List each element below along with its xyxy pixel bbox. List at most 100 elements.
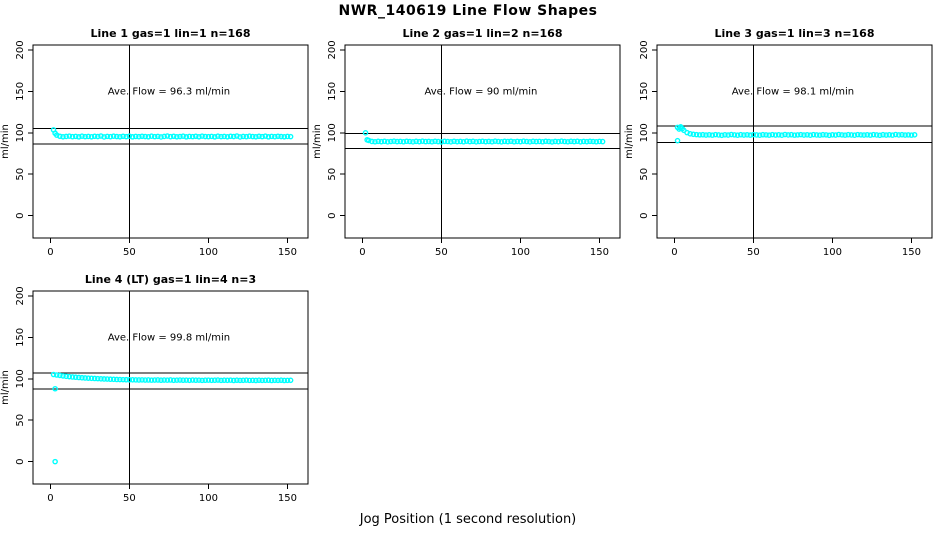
y-tick-label: 200 [327, 40, 338, 59]
data-point [892, 131, 899, 138]
data-point [435, 138, 442, 145]
data-point [489, 138, 495, 145]
x-tick-label: 50 [123, 247, 136, 258]
data-point [174, 133, 180, 140]
data-point [281, 133, 288, 140]
data-point [202, 133, 209, 140]
data-point [542, 138, 549, 145]
data-point [278, 377, 284, 384]
data-point [763, 132, 769, 138]
data-point [410, 139, 416, 145]
data-point [820, 131, 826, 138]
data-point [174, 377, 180, 383]
data-point [170, 133, 177, 140]
data-points [50, 371, 294, 465]
data-point [706, 131, 712, 138]
data-point [101, 134, 107, 140]
data-point [272, 133, 278, 140]
data-point [441, 138, 448, 145]
y-tick-label: 200 [15, 286, 26, 305]
y-tick-label: 50 [327, 168, 338, 181]
data-point [104, 376, 111, 382]
data-point [741, 132, 747, 138]
data-point [66, 133, 73, 139]
data-point [284, 377, 291, 384]
data-point [275, 377, 281, 384]
data-point [224, 377, 231, 384]
data-point [397, 138, 404, 145]
data-point [492, 138, 498, 144]
data-point [584, 138, 590, 145]
data-point [113, 376, 120, 383]
data-point [816, 132, 823, 138]
data-point [679, 125, 686, 132]
data-point [230, 133, 237, 140]
data-point [700, 131, 706, 138]
data-point [151, 377, 158, 383]
x-tick-label: 150 [902, 247, 921, 258]
data-point [552, 138, 559, 145]
x-tick-label: 0 [47, 493, 53, 504]
y-tick-label: 200 [15, 40, 26, 59]
data-point [52, 130, 58, 137]
data-point [262, 377, 269, 384]
data-points [674, 124, 918, 144]
data-point [779, 132, 785, 139]
x-tick-label: 50 [435, 247, 448, 258]
x-tick-label: 50 [123, 493, 136, 504]
data-point [53, 372, 60, 378]
data-point [72, 133, 79, 140]
data-point [911, 131, 918, 138]
data-point [151, 133, 158, 140]
data-point [82, 133, 88, 140]
data-point [801, 132, 807, 138]
x-tick-label: 150 [590, 247, 609, 258]
data-point [107, 133, 114, 140]
data-point [240, 133, 247, 140]
data-point [416, 138, 423, 145]
data-point [170, 377, 177, 384]
data-point [448, 139, 454, 145]
data-point [192, 377, 199, 384]
subplot-line-3: Line 3 gas=1 lin=3 n=168 0 50 100 150 0 50 100 1… [624, 27, 933, 258]
data-point [364, 137, 370, 143]
data-point [908, 132, 915, 138]
data-point [230, 377, 237, 384]
data-point [148, 377, 155, 383]
data-point [482, 138, 489, 145]
subplot-title: Line 4 (LT) gas=1 lin=4 n=3 [85, 273, 256, 286]
data-point [391, 138, 397, 144]
subplot-grid: Line 1 gas=1 lin=1 n=168 0 50 100 150 0 50 100 1… [0, 26, 936, 518]
data-point [205, 133, 212, 140]
data-point [823, 132, 829, 138]
data-point [527, 139, 533, 145]
data-point [756, 132, 763, 139]
main-title: NWR_140619 Line Flow Shapes [338, 3, 598, 19]
data-point [167, 133, 174, 140]
data-point [155, 133, 161, 140]
data-point [804, 131, 810, 138]
data-point [511, 138, 517, 145]
y-tick-label: 100 [327, 123, 338, 142]
data-point [593, 138, 600, 145]
y-axis-label: ml/min [0, 370, 11, 405]
data-point [139, 377, 145, 383]
data-point [775, 131, 782, 138]
data-point [76, 374, 82, 381]
data-point [810, 131, 817, 138]
subplot-line-4: Line 4 (LT) gas=1 lin=4 n=3 0 50 100 150 0 50 1… [0, 273, 309, 504]
data-point [403, 138, 410, 145]
data-point [120, 133, 126, 140]
data-point [861, 132, 867, 138]
data-point [388, 138, 394, 145]
data-point [394, 138, 400, 145]
data-point [227, 133, 234, 140]
data-point [243, 377, 250, 383]
data-point [829, 131, 836, 138]
data-point [558, 138, 565, 144]
data-point [91, 133, 98, 140]
data-point [451, 138, 457, 145]
data-point [107, 376, 114, 383]
data-point [457, 138, 464, 145]
data-point [117, 376, 123, 383]
